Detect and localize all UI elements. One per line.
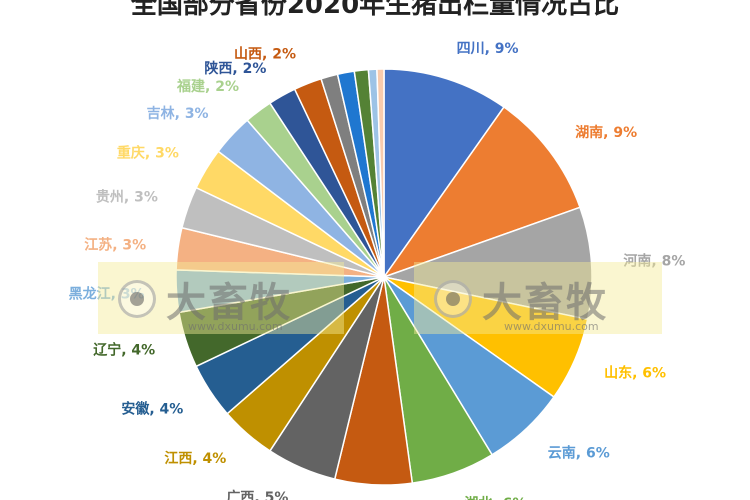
data-label-云南: 云南, 6%	[548, 444, 610, 461]
watermark-url-right: www.dxumu.com	[504, 320, 599, 333]
data-label-江苏: 江苏, 3%	[84, 236, 146, 253]
data-label-广西: 广西, 5%	[226, 489, 288, 500]
data-label-湖北: 湖北, 6%	[464, 496, 526, 500]
pie-slices	[175, 68, 593, 486]
data-label-山西: 山西, 2%	[234, 47, 296, 63]
data-label-安徽: 安徽, 4%	[121, 401, 183, 418]
pie-slice-四川	[383, 68, 505, 280]
pie-labels: 四川, 9% 湖南, 9% 河南, 8% 山东, 6% 云南, 6% 湖北, 6% 广西, …	[69, 41, 686, 500]
data-label-福建: 福建, 2%	[176, 78, 239, 95]
watermark-logo-left: 大畜牧	[166, 280, 292, 326]
data-label-四川: 四川, 9%	[457, 41, 519, 57]
data-label-贵州: 贵州, 3%	[96, 189, 158, 206]
pie-slice-河南	[381, 206, 593, 321]
data-label-湖南: 湖南, 9%	[575, 124, 637, 141]
data-label-辽宁: 辽宁, 4%	[93, 342, 155, 359]
watermark-url-left: www.dxumu.com	[188, 320, 283, 333]
pie-slice-湖南	[382, 106, 581, 279]
data-label-山东: 山东, 6%	[604, 365, 666, 382]
watermark-logo-right: 大畜牧	[482, 280, 608, 326]
watermark-eye-icon	[434, 280, 472, 318]
data-label-江西: 江西, 4%	[164, 450, 226, 467]
data-label-重庆: 重庆, 3%	[117, 144, 179, 161]
data-label-陕西: 陕西, 2%	[204, 60, 266, 77]
data-label-吉林: 吉林, 3%	[147, 105, 209, 122]
watermark-eye-icon	[118, 280, 156, 318]
pie-slice-23	[376, 68, 385, 278]
chart-title: 全国部分省份2020年生猪出栏量情况占比	[130, 0, 620, 20]
data-label-河南: 河南, 8%	[623, 253, 685, 270]
